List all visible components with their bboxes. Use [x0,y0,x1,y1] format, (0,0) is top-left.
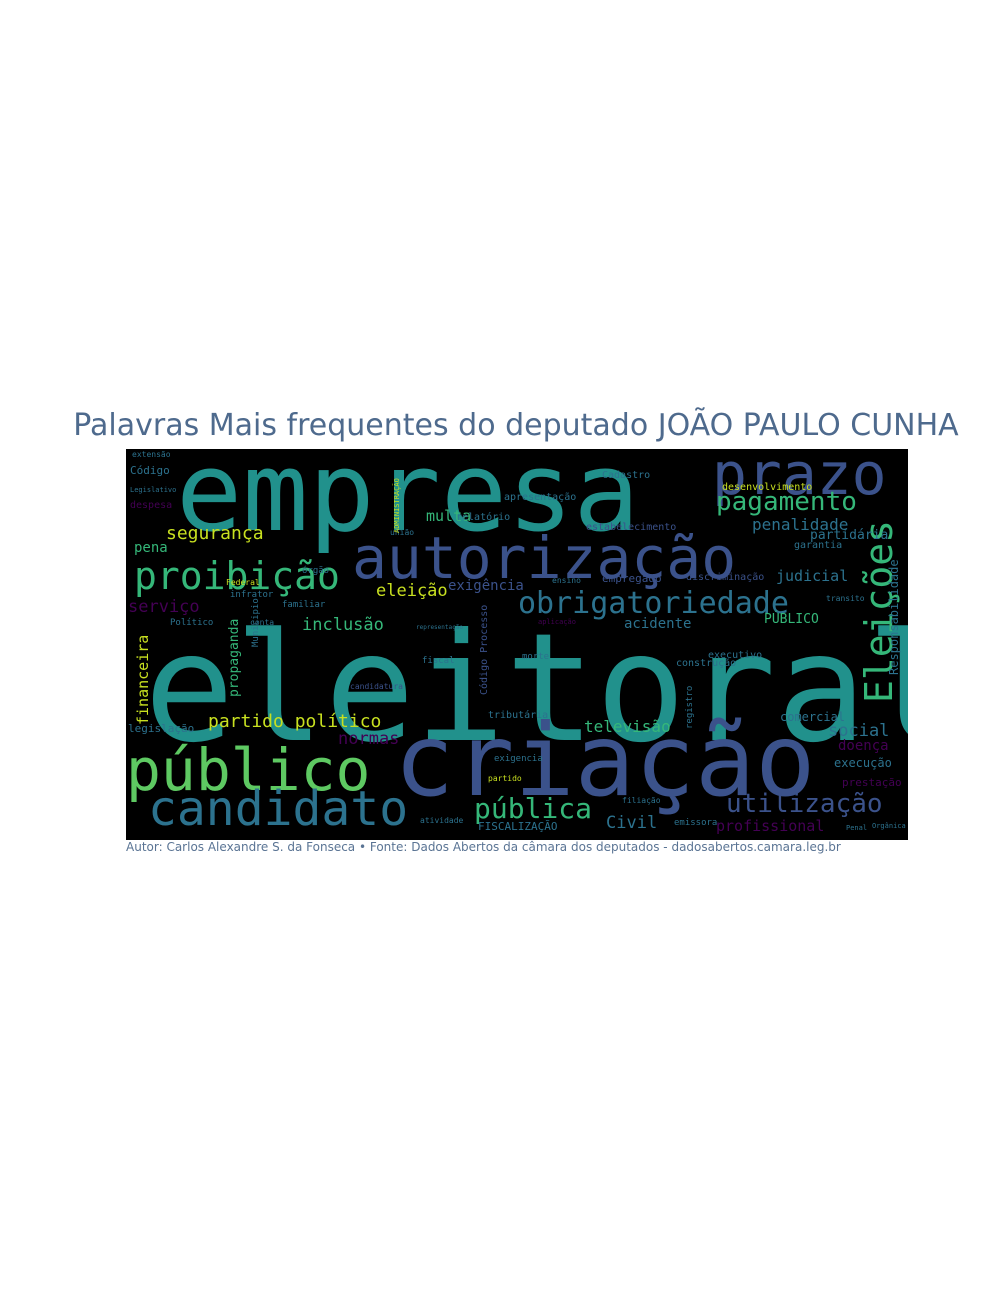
cloud-word: penalidade [752,515,849,534]
cloud-word: registro [685,685,695,729]
cloud-word: partido [488,774,522,783]
cloud-word: Legislativo [130,486,177,494]
cloud-word: Político [170,618,214,628]
cloud-word: financeira [134,634,152,725]
cloud-word: autorização [352,524,737,592]
cloud-word: morte [522,652,550,662]
cloud-word: candidatura [350,682,403,691]
cloud-word: transito [826,594,865,603]
cloud-word: Municipio [251,598,261,647]
cloud-word: exigência [448,578,524,594]
cloud-word: execução [834,756,892,770]
cloud-word: ADMINISTRAÇÃO [393,478,401,533]
cloud-word: estabelecimento [586,522,677,533]
word-cloud: eleitoral empresa criação autorização prazo p… [126,449,908,840]
cloud-word: discriminação [686,572,765,583]
source-caption: Autor: Carlos Alexandre S. da Fonseca • … [126,840,841,854]
cloud-word: candidato [148,781,409,837]
cloud-word: judicial [776,567,849,585]
cloud-word: tributária [488,710,549,721]
cloud-word: fiscal [422,656,455,666]
cloud-word: filiação [622,796,661,805]
cloud-word: Civil [606,813,658,833]
cloud-word: pública [474,792,593,825]
cloud-word: FISCALIZAÇÃO [478,820,558,833]
chart-title: Palavras Mais frequentes do deputado JOÃ… [73,408,959,443]
cloud-word: exigencia [494,754,543,764]
cloud-word: ensino [552,576,581,585]
cloud-word: prestação [842,776,902,789]
cloud-word: partido político [208,711,382,732]
cloud-word: Código [130,464,170,477]
cloud-word: Código Processo [479,604,490,695]
cloud-word: partidária [810,528,889,543]
cloud-word: relatório [456,512,511,523]
cloud-word: legislação [128,722,195,735]
cloud-word: eleitoral [144,602,908,776]
cloud-word: acidente [624,616,692,632]
cloud-word: aplicação [538,618,576,626]
cloud-word: multa [426,507,472,525]
cloud-word: Cadastro [602,470,651,481]
cloud-word: criação [394,702,816,819]
cloud-word: pagamento [716,487,857,517]
cloud-word: propaganda [227,618,242,697]
cloud-word: doença [838,738,889,754]
cloud-word: familiar [282,600,326,610]
cloud-word: obrigatoriedade [518,586,789,621]
cloud-word: inclusão [302,615,384,635]
cloud-word: órgão [302,566,330,576]
cloud-word: proibição [134,554,340,598]
cloud-word: televisão [584,717,671,736]
cloud-word: eleição [376,581,448,601]
cloud-word: executivo [708,650,763,661]
cloud-word: empresa [176,449,640,556]
cloud-word: emissora [674,818,718,828]
cloud-word: empregado [602,572,662,585]
cloud-word: serviço [128,597,200,617]
cloud-word: atividade [420,816,464,825]
cloud-word: público [126,736,371,804]
cloud-word: despesa [130,500,173,511]
cloud-word: profissional [716,817,825,835]
cloud-word: pena [134,540,168,556]
cloud-word: Federal [226,578,260,587]
cloud-word: utilização [726,789,883,819]
cloud-word: desenvolvimento [722,482,813,493]
cloud-word: Orgânica [872,822,906,830]
cloud-word: PÚBLICO [764,612,819,627]
cloud-word: extensão [132,450,171,459]
cloud-word: comercial [780,710,846,724]
cloud-word: apresentação [504,492,577,503]
cloud-word: representação [416,624,463,631]
cloud-word: Penal [846,824,868,832]
cloud-word: social [828,721,890,741]
cloud-word: conta [250,618,275,627]
cloud-word: união [390,528,415,537]
cloud-word: segurança [166,523,264,544]
cloud-word: prazo [712,449,887,508]
cloud-word: construção [676,658,737,669]
cloud-word: Responsabilidade [887,559,901,675]
cloud-word: infrator [230,590,274,600]
cloud-word: garantia [794,540,843,551]
cloud-word: normas [338,729,400,749]
